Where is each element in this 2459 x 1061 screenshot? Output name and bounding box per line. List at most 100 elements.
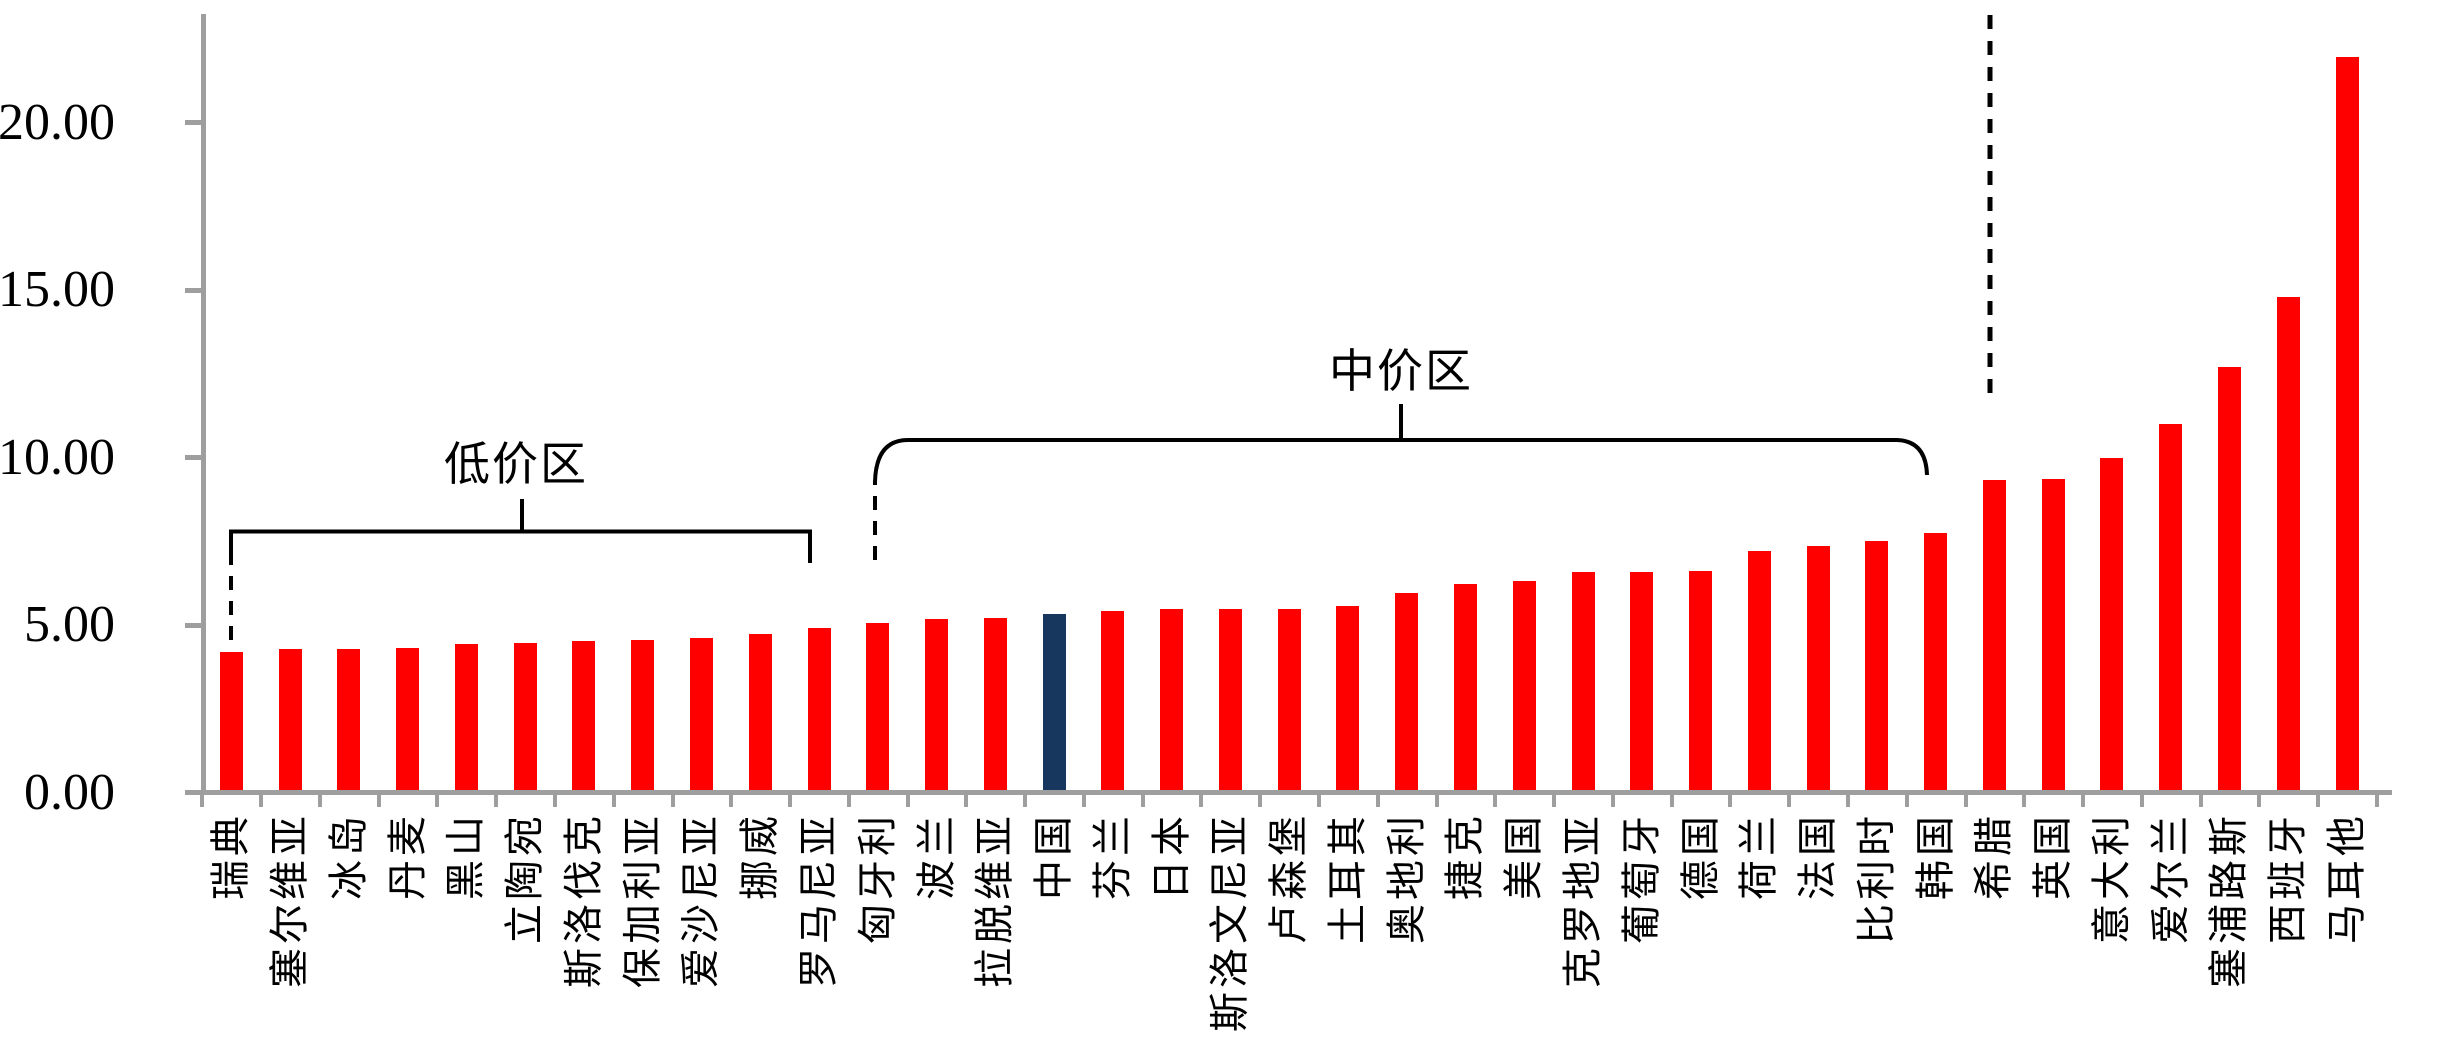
x-category-label-克罗地亚: 克罗地亚 xyxy=(1561,812,1605,988)
x-category-label-马耳他: 马耳他 xyxy=(2325,812,2370,944)
x-axis-tick xyxy=(2198,790,2203,807)
x-category-label-立陶宛: 立陶宛 xyxy=(503,812,548,944)
mid-zone-bracket xyxy=(873,438,1929,483)
x-axis-tick xyxy=(1140,790,1145,807)
y-axis-tick xyxy=(185,622,203,628)
bar-斯洛伐克 xyxy=(572,641,596,790)
x-category-label-斯洛伐克: 斯洛伐克 xyxy=(561,812,606,988)
y-tick-label: 20.00 xyxy=(0,93,115,151)
bar-挪威 xyxy=(748,633,772,790)
x-category-label-土耳其: 土耳其 xyxy=(1325,812,1370,944)
x-category-label-荷兰: 荷兰 xyxy=(1737,812,1782,900)
bar-瑞典 xyxy=(219,652,243,790)
x-axis-tick xyxy=(2374,790,2379,807)
x-axis-tick xyxy=(1023,790,1028,807)
bar-立陶宛 xyxy=(513,642,537,790)
x-axis-tick xyxy=(435,790,440,807)
x-category-label-冰岛: 冰岛 xyxy=(326,812,371,900)
bar-捷克 xyxy=(1453,583,1477,790)
bar-葡萄牙 xyxy=(1630,571,1654,790)
bar-克罗地亚 xyxy=(1571,571,1595,790)
x-category-label-爱沙尼亚: 爱沙尼亚 xyxy=(679,812,724,988)
x-axis-tick xyxy=(553,790,558,807)
x-axis-tick xyxy=(1493,790,1498,807)
x-axis-tick xyxy=(1728,790,1733,807)
bar-马耳他 xyxy=(2335,56,2359,790)
bar-荷兰 xyxy=(1747,551,1771,790)
bar-韩国 xyxy=(1924,533,1948,790)
x-category-label-日本: 日本 xyxy=(1149,812,1194,900)
bar-奥地利 xyxy=(1395,593,1419,790)
bar-冰岛 xyxy=(337,648,361,790)
x-category-label-韩国: 韩国 xyxy=(1913,812,1958,900)
x-axis-tick xyxy=(1258,790,1263,807)
low-zone-bracket xyxy=(229,529,812,563)
x-category-label-葡萄牙: 葡萄牙 xyxy=(1619,812,1664,944)
x-axis-tick xyxy=(259,790,264,807)
x-category-label-希腊: 希腊 xyxy=(1972,812,2017,900)
x-axis-tick xyxy=(200,790,205,807)
x-category-label-挪威: 挪威 xyxy=(738,812,783,900)
bar-德国 xyxy=(1689,570,1713,790)
x-category-label-德国: 德国 xyxy=(1678,812,1723,900)
x-axis-tick xyxy=(494,790,499,807)
bar-英国 xyxy=(2041,479,2065,790)
y-axis-tick xyxy=(185,120,203,125)
bar-意大利 xyxy=(2100,458,2124,790)
x-category-label-比利时: 比利时 xyxy=(1854,812,1899,944)
bar-highlight-中国 xyxy=(1042,614,1066,790)
x-category-label-英国: 英国 xyxy=(2031,812,2076,900)
y-tick-label: 10.00 xyxy=(0,428,115,486)
y-axis-tick xyxy=(185,287,203,293)
x-axis-tick xyxy=(1375,790,1380,807)
bar-拉脱维亚 xyxy=(983,618,1007,790)
x-category-label-保加利亚: 保加利亚 xyxy=(620,812,665,988)
x-axis-tick xyxy=(611,790,616,807)
x-axis-tick xyxy=(964,790,969,807)
y-tick-label: 0.00 xyxy=(24,763,115,821)
bar-波兰 xyxy=(925,619,949,790)
x-axis-tick xyxy=(1845,790,1850,807)
bar-希腊 xyxy=(1982,480,2006,790)
x-axis-tick xyxy=(846,790,851,807)
x-category-label-匈牙利: 匈牙利 xyxy=(855,812,900,944)
bar-匈牙利 xyxy=(866,622,890,790)
x-axis-tick xyxy=(1199,790,1204,807)
bar-黑山 xyxy=(454,643,478,790)
x-category-label-捷克: 捷克 xyxy=(1443,812,1488,900)
low-zone-label: 低价区 xyxy=(444,438,588,490)
x-axis-tick xyxy=(1669,790,1674,807)
bar-比利时 xyxy=(1865,540,1889,790)
x-axis-tick xyxy=(2139,790,2144,807)
y-tick-label: 15.00 xyxy=(0,261,115,318)
y-axis-tick xyxy=(185,790,203,795)
x-axis-tick xyxy=(1787,790,1792,807)
x-category-label-美国: 美国 xyxy=(1502,812,1547,900)
x-axis-tick xyxy=(1317,790,1322,807)
x-category-label-罗马尼亚: 罗马尼亚 xyxy=(797,812,841,988)
x-category-label-奥地利: 奥地利 xyxy=(1384,812,1429,944)
x-axis-tick xyxy=(1963,790,1968,807)
mid-zone-label: 中价区 xyxy=(1329,345,1473,397)
bar-塞尔维亚 xyxy=(278,648,302,790)
x-axis-tick xyxy=(1081,790,1086,807)
bar-芬兰 xyxy=(1101,610,1125,790)
x-category-label-塞浦路斯: 塞浦路斯 xyxy=(2207,812,2252,988)
x-axis-tick xyxy=(2022,790,2027,807)
x-axis-tick xyxy=(1434,790,1439,807)
x-category-label-拉脱维亚: 拉脱维亚 xyxy=(973,812,1018,988)
x-category-label-意大利: 意大利 xyxy=(2089,812,2134,944)
y-axis-line xyxy=(200,14,206,795)
y-tick-label: 5.00 xyxy=(24,596,115,653)
x-axis-tick xyxy=(2257,790,2262,807)
x-category-label-波兰: 波兰 xyxy=(914,812,959,900)
bar-卢森堡 xyxy=(1277,609,1301,790)
bar-丹麦 xyxy=(396,647,420,790)
x-category-label-爱尔兰: 爱尔兰 xyxy=(2148,812,2193,944)
x-category-label-斯洛文尼亚: 斯洛文尼亚 xyxy=(1208,812,1253,1032)
x-category-label-黑山: 黑山 xyxy=(444,812,489,900)
bar-西班牙 xyxy=(2276,296,2300,790)
x-category-label-丹麦: 丹麦 xyxy=(385,812,430,900)
x-category-label-瑞典: 瑞典 xyxy=(209,812,254,900)
